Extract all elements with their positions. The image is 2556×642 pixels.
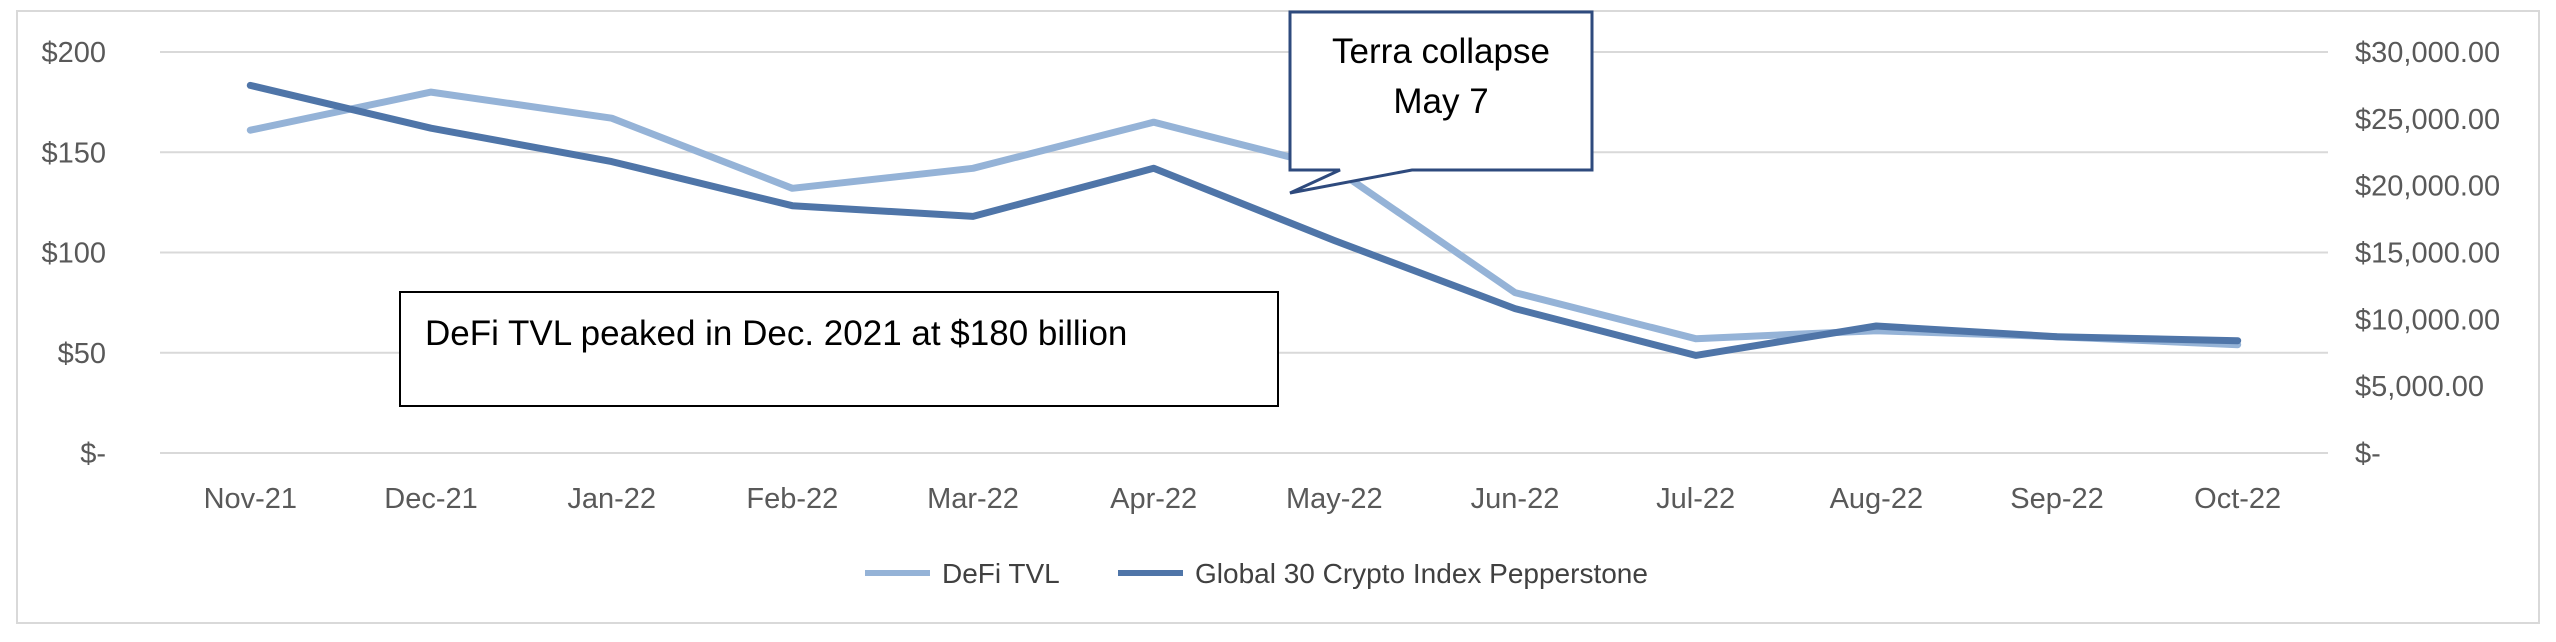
right-axis-tick-label: $15,000.00 (2355, 238, 2500, 270)
right-axis-ticks: $- $5,000.00 $10,000.00 $15,000.00 $20,000.0… (2355, 37, 2500, 470)
legend-label-crypto-index: Global 30 Crypto Index Pepperstone (1195, 558, 1648, 589)
peak-note-box: DeFi TVL peaked in Dec. 2021 at $180 bil… (399, 291, 1279, 407)
x-axis-tick-label: Nov-21 (204, 483, 298, 515)
x-axis-tick-label: Oct-22 (2194, 483, 2281, 515)
left-axis-tick-label: $100 (41, 238, 106, 270)
terra-callout-line-2: May 7 (1393, 82, 1488, 121)
right-axis-tick-label: $20,000.00 (2355, 171, 2500, 203)
legend-label-defi-tvl: DeFi TVL (942, 558, 1060, 589)
left-axis-tick-label: $- (80, 438, 106, 470)
x-axis-tick-label: Jul-22 (1656, 483, 1735, 515)
right-axis-tick-label: $25,000.00 (2355, 104, 2500, 136)
x-axis-tick-label: Jan-22 (567, 483, 656, 515)
terra-callout-box (1288, 10, 1594, 195)
right-axis-tick-label: $30,000.00 (2355, 37, 2500, 69)
left-axis-tick-label: $50 (58, 338, 106, 370)
right-axis-tick-label: $10,000.00 (2355, 304, 2500, 336)
x-axis-tick-label: Dec-21 (384, 483, 478, 515)
series-lines (246, 81, 2242, 359)
left-axis-ticks: $- $50 $100 $150 $200 (41, 37, 106, 470)
peak-note-border (399, 291, 1279, 407)
right-axis-tick-label: $5,000.00 (2355, 371, 2484, 403)
chart-frame (16, 10, 2540, 624)
x-axis-tick-label: Feb-22 (746, 483, 838, 515)
x-axis-tick-label: Apr-22 (1110, 483, 1197, 515)
right-axis-tick-label: $- (2355, 438, 2381, 470)
terra-callout-line-1: Terra collapse (1332, 32, 1550, 71)
left-axis-tick-label: $150 (41, 137, 106, 169)
x-axis-tick-label: Sep-22 (2010, 483, 2104, 515)
series-line-crypto-index (246, 81, 2242, 359)
terra-callout: Terra collapse May 7 (1288, 10, 1594, 195)
series-line-defi-tvl (246, 88, 2242, 349)
legend: DeFi TVL Global 30 Crypto Index Pepperst… (865, 558, 1648, 589)
left-axis-tick-label: $200 (41, 37, 106, 69)
x-axis-tick-label: Aug-22 (1830, 483, 1924, 515)
x-axis-tick-label: May-22 (1286, 483, 1383, 515)
x-axis-tick-label: Mar-22 (927, 483, 1019, 515)
x-axis-ticks: Nov-21 Dec-21 Jan-22 Feb-22 Mar-22 Apr-22 May-… (204, 483, 2282, 515)
peak-note-text: DeFi TVL peaked in Dec. 2021 at $180 bil… (425, 314, 1127, 353)
x-axis-tick-label: Jun-22 (1471, 483, 1560, 515)
